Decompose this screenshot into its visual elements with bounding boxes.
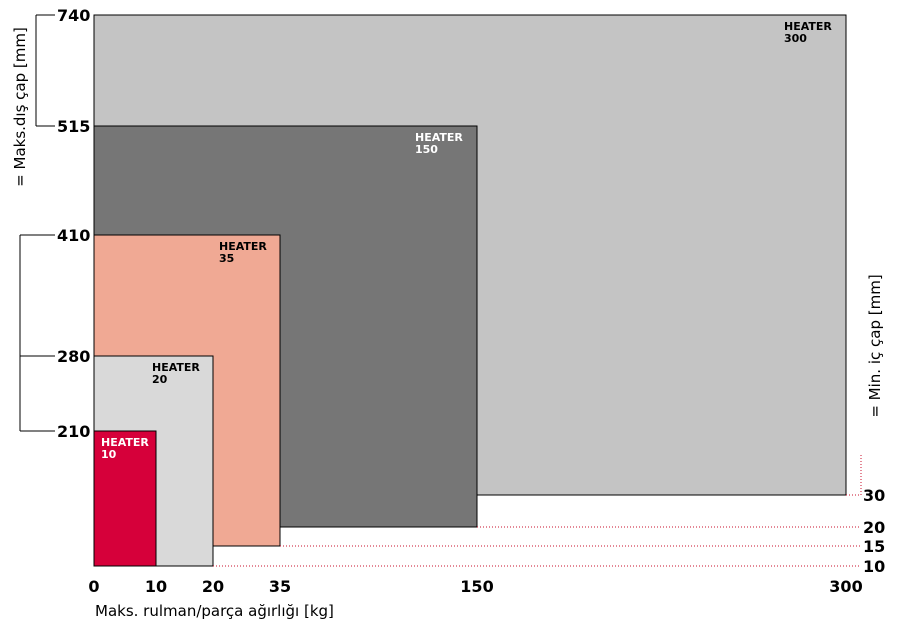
y2-axis-title: = Min. iç çap [mm] — [866, 274, 884, 417]
heater-35-label-line2: 35 — [219, 252, 234, 265]
x-tick-label-20: 20 — [202, 577, 224, 596]
x-tick-label-0: 0 — [88, 577, 99, 596]
x-axis-title: Maks. rulman/parça ağırlığı [kg] — [95, 602, 334, 620]
x-tick-label-300: 300 — [829, 577, 862, 596]
y-axis-ticks: 210 280 410 515 740 — [20, 6, 90, 441]
heater-35-label-line1: HEATER — [219, 240, 267, 253]
y2-tick-label-10: 10 — [863, 557, 885, 576]
axes — [19, 15, 37, 431]
y2-tick-label-15: 15 — [863, 537, 885, 556]
heater-150-label-line1: HEATER — [415, 131, 463, 144]
x-tick-label-10: 10 — [145, 577, 167, 596]
x-tick-label-35: 35 — [269, 577, 291, 596]
heater-boxes — [93, 14, 847, 567]
heater-300-label-line1: HEATER — [784, 20, 832, 33]
y-tick-label-515: 515 — [57, 117, 90, 136]
heater-300-label-line2: 300 — [784, 32, 807, 45]
y-tick-label-210: 210 — [57, 422, 90, 441]
x-axis-ticks: 0 10 20 35 150 300 — [88, 577, 862, 596]
y2-tick-label-30: 30 — [863, 486, 885, 505]
heater-10-box — [93, 430, 157, 567]
y-tick-label-410: 410 — [57, 226, 90, 245]
y-tick-label-280: 280 — [57, 347, 90, 366]
x-tick-label-150: 150 — [460, 577, 493, 596]
y-axis-title: = Maks.dış çap [mm] — [11, 27, 29, 187]
y-tick-label-740: 740 — [57, 6, 90, 25]
y2-tick-label-20: 20 — [863, 518, 885, 537]
heater-10-label-line2: 10 — [101, 448, 117, 461]
heater-20-label-line2: 20 — [152, 373, 168, 386]
heater-20-label-line1: HEATER — [152, 361, 200, 374]
heater-box-labels: HEATER300HEATER150HEATER35HEATER20HEATER… — [101, 20, 832, 461]
heater-150-label-line2: 150 — [415, 143, 438, 156]
heater-10-label-line1: HEATER — [101, 436, 149, 449]
